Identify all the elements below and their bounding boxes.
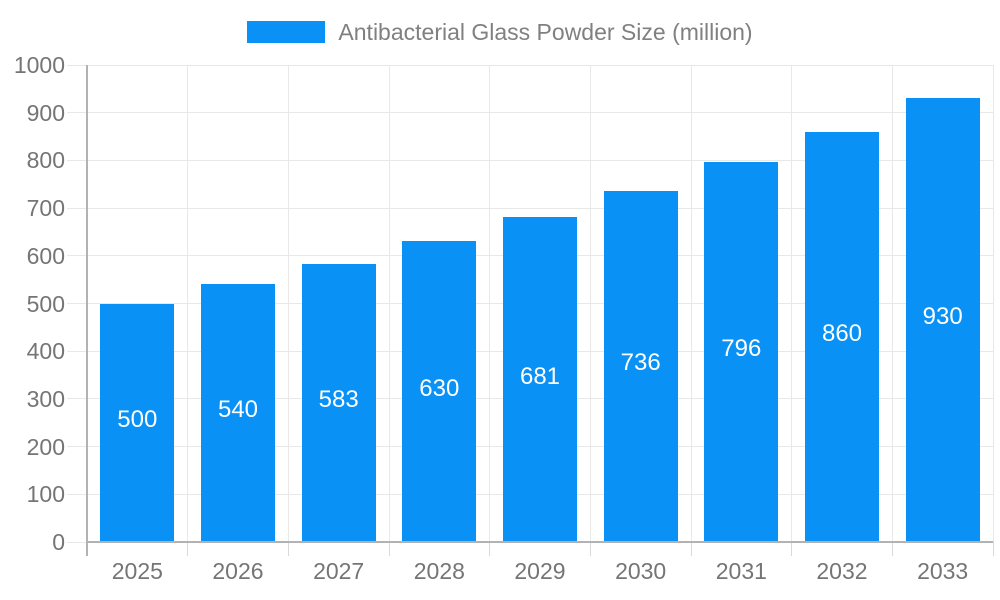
x-gridline	[489, 65, 491, 542]
x-axis-tick	[891, 542, 893, 556]
y-axis-tick-label: 600	[26, 242, 65, 269]
x-axis-tick	[791, 542, 793, 556]
y-gridline	[67, 64, 993, 66]
x-axis-tick-label: 2030	[615, 558, 667, 584]
x-axis-tick-label: 2027	[313, 558, 365, 584]
x-axis-tick-label: 2031	[715, 558, 767, 584]
x-axis-tick	[388, 542, 390, 556]
y-gridline	[67, 112, 993, 114]
y-axis-tick-label: 100	[26, 481, 65, 508]
bar-2029[interactable]	[503, 217, 577, 542]
x-axis-tick	[690, 542, 692, 556]
legend-swatch	[247, 21, 326, 43]
x-axis-tick	[287, 542, 289, 556]
x-axis-line	[87, 541, 993, 543]
x-gridline	[388, 65, 390, 542]
y-axis-tick-label: 900	[26, 99, 65, 126]
bar-value-label: 681	[519, 362, 561, 390]
x-axis-tick-label: 2025	[111, 558, 163, 584]
x-axis-tick-label: 2026	[212, 558, 264, 584]
y-axis-tick-label: 400	[26, 338, 65, 365]
bar-value-label: 540	[217, 396, 259, 424]
y-axis-tick-label: 1000	[13, 52, 65, 78]
x-gridline	[891, 65, 893, 542]
bar-2026[interactable]	[201, 284, 275, 542]
y-axis-line	[86, 65, 88, 556]
y-gridline	[67, 207, 993, 209]
bar-2030[interactable]	[603, 190, 678, 542]
y-axis-tick-label: 300	[26, 385, 65, 412]
bar-2025[interactable]	[100, 303, 175, 542]
y-axis-tick-label: 500	[26, 290, 65, 317]
bar-value-label: 630	[419, 374, 460, 402]
bar-value-label: 930	[922, 303, 963, 331]
y-gridline	[67, 159, 993, 161]
bar-value-label: 796	[721, 335, 762, 363]
x-axis-tick	[489, 542, 491, 556]
legend[interactable]: Antibacterial Glass Powder Size (million…	[0, 18, 1000, 45]
bar-2032[interactable]	[805, 131, 879, 542]
x-axis-tick-label: 2029	[514, 558, 566, 584]
y-axis-tick-label: 0	[52, 529, 65, 555]
x-axis-tick	[589, 542, 591, 556]
y-axis-tick-label: 700	[26, 195, 65, 222]
bar-2031[interactable]	[704, 162, 779, 542]
bar-2027[interactable]	[301, 263, 376, 542]
x-axis-tick	[992, 542, 994, 556]
x-axis-tick	[187, 542, 189, 556]
legend-series-label: Antibacterial Glass Powder Size (million…	[338, 18, 753, 45]
bar-2033[interactable]	[905, 98, 980, 542]
x-gridline	[690, 65, 692, 542]
x-gridline	[791, 65, 793, 542]
x-axis-tick-label: 2033	[917, 558, 969, 584]
bar-value-label: 500	[117, 405, 158, 433]
x-gridline	[589, 65, 591, 542]
bar-value-label: 860	[821, 319, 863, 347]
y-axis-tick-label: 800	[26, 147, 65, 174]
x-axis-tick-label: 2032	[816, 558, 868, 584]
bar-value-label: 583	[318, 385, 359, 413]
x-axis-tick-label: 2028	[413, 558, 465, 584]
bar-2028[interactable]	[402, 241, 477, 542]
x-gridline	[287, 65, 289, 542]
x-gridline	[992, 65, 994, 542]
x-gridline	[187, 65, 189, 542]
bar-value-label: 736	[620, 349, 661, 377]
y-axis-tick-label: 200	[26, 433, 65, 460]
